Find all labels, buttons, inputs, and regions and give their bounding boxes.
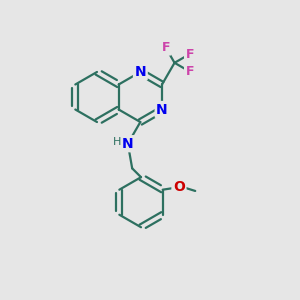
Text: N: N <box>156 103 168 116</box>
Text: F: F <box>161 41 170 54</box>
Text: F: F <box>185 48 194 61</box>
Text: F: F <box>185 65 194 78</box>
Text: N: N <box>134 65 146 79</box>
Text: H: H <box>112 137 121 147</box>
Text: N: N <box>122 137 134 151</box>
Text: O: O <box>173 180 185 194</box>
